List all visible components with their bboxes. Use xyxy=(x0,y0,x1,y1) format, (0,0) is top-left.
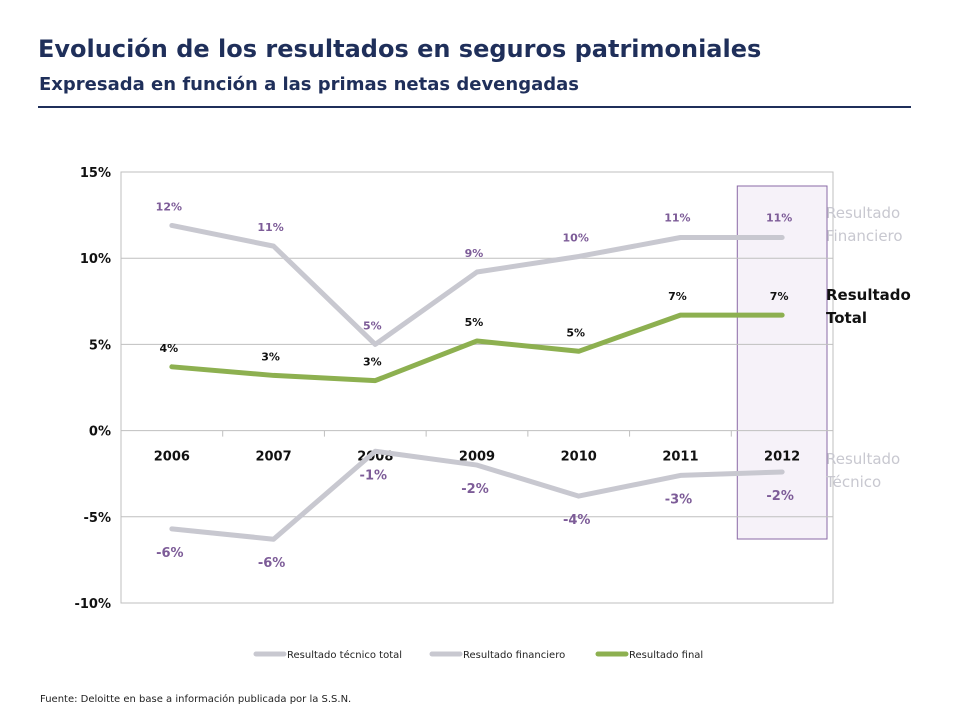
side-label-tecnico-line1: Resultado xyxy=(826,450,901,468)
side-label-total-line1: Resultado xyxy=(826,286,911,304)
highlight-box-2012 xyxy=(736,185,828,540)
data-label-tecnico: -6% xyxy=(258,556,285,571)
x-tick-label-2010: 2010 xyxy=(561,450,597,465)
side-label-total-line2: Total xyxy=(826,309,867,327)
data-label-tecnico: -4% xyxy=(563,513,590,528)
page-title: Evolución de los resultados en seguros p… xyxy=(38,35,762,63)
data-label-tecnico: -3% xyxy=(665,492,692,507)
x-tick-label-2011: 2011 xyxy=(662,450,698,465)
data-label-final: 3% xyxy=(363,356,382,369)
data-label-financiero: 10% xyxy=(563,231,589,244)
data-label-financiero: 12% xyxy=(156,200,182,213)
series-line-financiero xyxy=(169,222,785,347)
source-note: Fuente: Deloitte en base a información p… xyxy=(40,694,352,705)
data-label-financiero: 9% xyxy=(465,247,484,260)
x-tick-label-2007: 2007 xyxy=(255,450,291,465)
data-label-final: 3% xyxy=(261,350,280,363)
legend-label-final: Resultado final xyxy=(629,650,703,661)
side-label-financiero-line2: Financiero xyxy=(826,227,903,245)
title-divider xyxy=(38,106,911,108)
data-label-financiero: 11% xyxy=(257,221,283,234)
data-label-tecnico: -2% xyxy=(461,482,488,497)
series-line-final xyxy=(169,312,785,384)
data-label-final: 5% xyxy=(566,326,585,339)
y-tick-label: 10% xyxy=(80,252,111,267)
y-tick-label: 15% xyxy=(80,166,111,181)
legend-item-final: Resultado final xyxy=(595,650,703,661)
page-subtitle: Expresada en función a las primas netas … xyxy=(39,74,579,95)
series-line-tecnico xyxy=(169,448,785,542)
data-label-financiero: 11% xyxy=(766,212,792,225)
side-label-financiero-line1: Resultado xyxy=(826,204,901,222)
side-label-financiero: Resultado Financiero xyxy=(826,202,936,248)
legend-item-financiero: Resultado financiero xyxy=(429,650,565,661)
side-label-tecnico: Resultado Técnico xyxy=(826,448,936,494)
legend-label-financiero: Resultado financiero xyxy=(463,650,565,661)
x-tick-label-2006: 2006 xyxy=(154,450,190,465)
legend-item-tecnico: Resultado técnico total xyxy=(253,649,402,661)
data-label-final: 7% xyxy=(770,290,789,303)
data-label-tecnico: -1% xyxy=(360,468,387,483)
data-label-financiero: 11% xyxy=(664,212,690,225)
legend-label-tecnico: Resultado técnico total xyxy=(287,649,402,661)
x-tick-label-2009: 2009 xyxy=(459,450,495,465)
y-tick-label: 0% xyxy=(89,425,111,440)
x-tick-label-2012: 2012 xyxy=(764,450,800,465)
data-label-final: 4% xyxy=(160,342,179,355)
data-label-financiero: 5% xyxy=(363,319,382,332)
side-label-tecnico-line2: Técnico xyxy=(826,473,882,491)
side-label-total: Resultado Total xyxy=(826,284,936,330)
y-tick-label: -10% xyxy=(74,597,111,612)
y-tick-label: -5% xyxy=(84,511,111,526)
data-label-tecnico: -6% xyxy=(156,546,183,561)
data-label-tecnico: -2% xyxy=(766,489,793,504)
data-label-final: 7% xyxy=(668,290,687,303)
y-tick-label: 5% xyxy=(89,338,111,353)
data-label-final: 5% xyxy=(465,316,484,329)
